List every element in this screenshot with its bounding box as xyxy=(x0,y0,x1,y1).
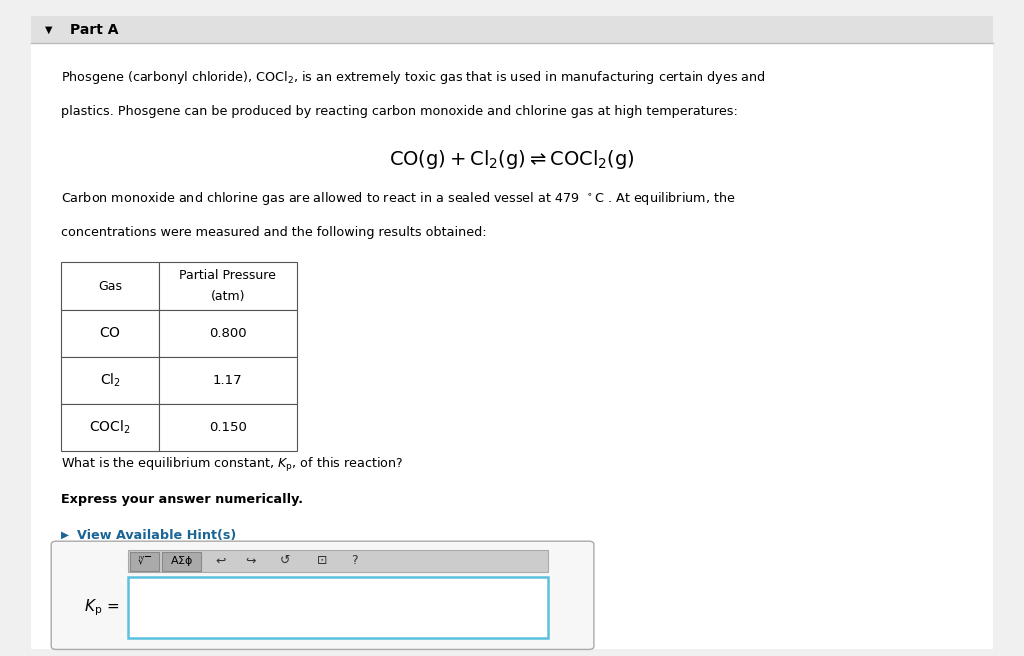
Bar xyxy=(159,262,297,310)
Text: ↩: ↩ xyxy=(215,554,225,567)
Bar xyxy=(31,16,993,43)
Text: concentrations were measured and the following results obtained:: concentrations were measured and the fol… xyxy=(61,226,487,239)
Text: ?: ? xyxy=(351,554,357,567)
Text: $\mathrm{CO(g) + Cl_2(g) \rightleftharpoons COCl_2(g)}$: $\mathrm{CO(g) + Cl_2(g) \rightleftharpo… xyxy=(389,148,635,171)
Text: $K_\mathrm{p}$ =: $K_\mathrm{p}$ = xyxy=(84,597,119,618)
Bar xyxy=(159,404,297,451)
Bar xyxy=(159,357,297,404)
Bar xyxy=(130,552,159,571)
Text: Carbon monoxide and chlorine gas are allowed to react in a sealed vessel at 479 : Carbon monoxide and chlorine gas are all… xyxy=(61,190,736,207)
Text: ↺: ↺ xyxy=(280,554,290,567)
Text: $\mathrm{CO}$: $\mathrm{CO}$ xyxy=(99,326,121,340)
Bar xyxy=(162,552,201,571)
Text: Express your answer numerically.: Express your answer numerically. xyxy=(61,493,303,506)
Text: (atm): (atm) xyxy=(211,290,245,303)
Text: Part A: Part A xyxy=(70,22,118,37)
FancyBboxPatch shape xyxy=(51,541,594,649)
Bar xyxy=(61,310,159,357)
Text: ▼: ▼ xyxy=(45,24,53,35)
Bar xyxy=(61,404,159,451)
Text: Partial Pressure: Partial Pressure xyxy=(179,269,276,282)
Bar xyxy=(128,550,548,572)
Bar xyxy=(159,310,297,357)
Text: 0.800: 0.800 xyxy=(209,327,247,340)
Text: Phosgene (carbonyl chloride), $\mathregular{COCl_2}$, is an extremely toxic gas : Phosgene (carbonyl chloride), $\mathregu… xyxy=(61,69,766,86)
Text: ▶: ▶ xyxy=(61,529,70,539)
Text: $\mathrm{COCl_2}$: $\mathrm{COCl_2}$ xyxy=(89,419,131,436)
Bar xyxy=(61,262,159,310)
Text: What is the equilibrium constant, $K_\mathrm{p}$, of this reaction?: What is the equilibrium constant, $K_\ma… xyxy=(61,456,404,474)
Text: 1.17: 1.17 xyxy=(213,374,243,387)
Text: $\sqrt[n]{\,}$: $\sqrt[n]{\,}$ xyxy=(138,554,151,567)
Bar xyxy=(128,577,548,638)
Text: ⊡: ⊡ xyxy=(317,554,328,567)
Text: ↪: ↪ xyxy=(246,554,256,567)
Text: $\mathrm{Cl_2}$: $\mathrm{Cl_2}$ xyxy=(99,372,121,389)
Text: 0.150: 0.150 xyxy=(209,421,247,434)
Text: Gas: Gas xyxy=(98,279,122,293)
Bar xyxy=(61,357,159,404)
Text: View Available Hint(s): View Available Hint(s) xyxy=(77,529,237,543)
Text: plastics. Phosgene can be produced by reacting carbon monoxide and chlorine gas : plastics. Phosgene can be produced by re… xyxy=(61,105,738,118)
Text: $\mathrm{A\Sigma\phi}$: $\mathrm{A\Sigma\phi}$ xyxy=(170,554,193,568)
